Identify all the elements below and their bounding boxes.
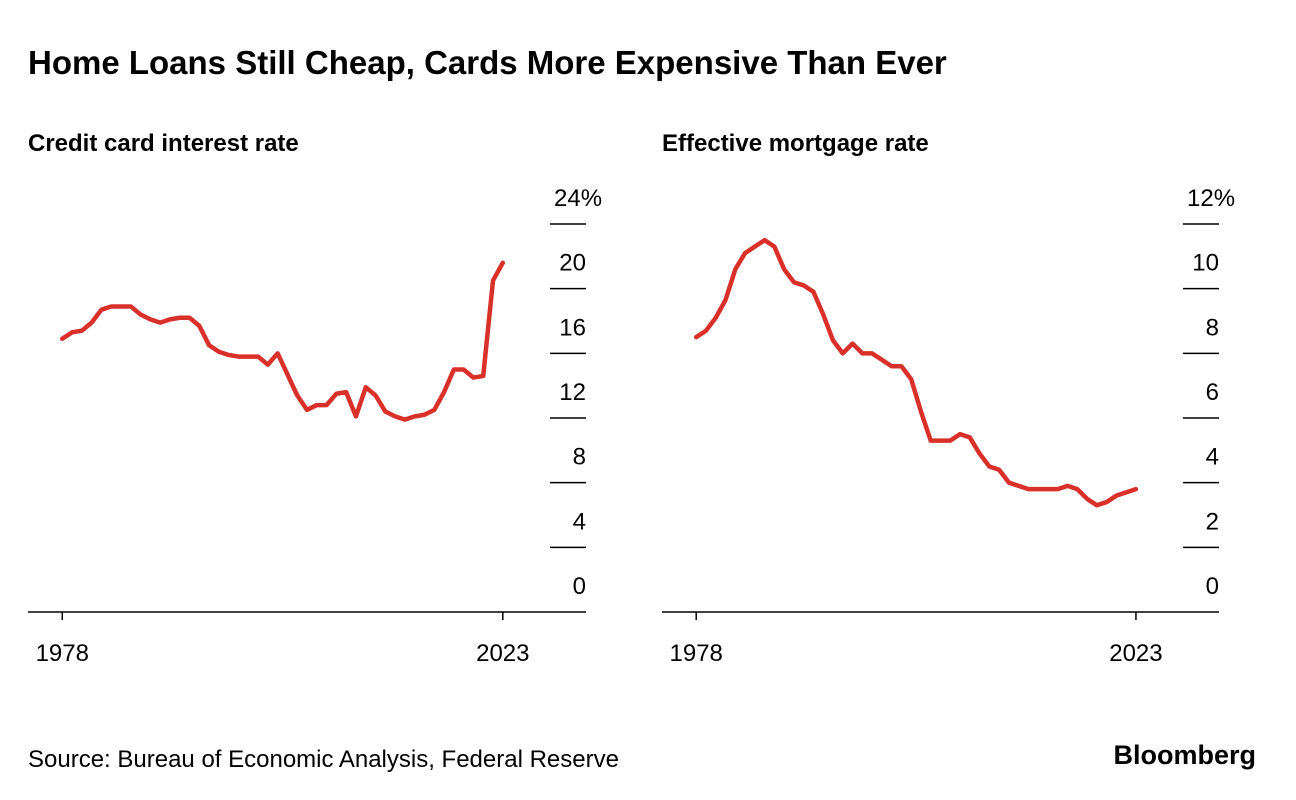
brand: Bloomberg — [1113, 740, 1256, 770]
y-tick-label: 0 — [1206, 573, 1219, 600]
y-tick-label: 12% — [1187, 185, 1235, 212]
y-tick-label: 10 — [1192, 250, 1219, 277]
y-tick-label: 8 — [573, 444, 586, 471]
line — [693, 237, 1139, 508]
y-tick-label: 2 — [1206, 508, 1219, 535]
y-tick-label: 6 — [1206, 379, 1219, 406]
y-tick-label: 4 — [1206, 444, 1219, 471]
chart-title: Home Loans Still Cheap, Cards More Expen… — [28, 44, 947, 81]
panel-title: Effective mortgage rate — [662, 130, 929, 157]
y-tick-label: 20 — [559, 250, 586, 277]
y-tick-label: 0 — [573, 573, 586, 600]
x-tick-label: 1978 — [36, 640, 89, 667]
y-tick-label: 16 — [559, 314, 586, 341]
x-tick-label: 2023 — [476, 640, 529, 667]
source: Source: Bureau of Economic Analysis, Fed… — [28, 746, 619, 773]
x-tick-label: 2023 — [1109, 640, 1162, 667]
x-tick-label: 1978 — [670, 640, 723, 667]
y-tick-label: 24% — [554, 185, 602, 212]
panel-title: Credit card interest rate — [28, 130, 299, 157]
y-tick-label: 4 — [573, 508, 586, 535]
line — [60, 260, 506, 422]
y-tick-label: 12 — [559, 379, 586, 406]
y-tick-label: 8 — [1206, 314, 1219, 341]
